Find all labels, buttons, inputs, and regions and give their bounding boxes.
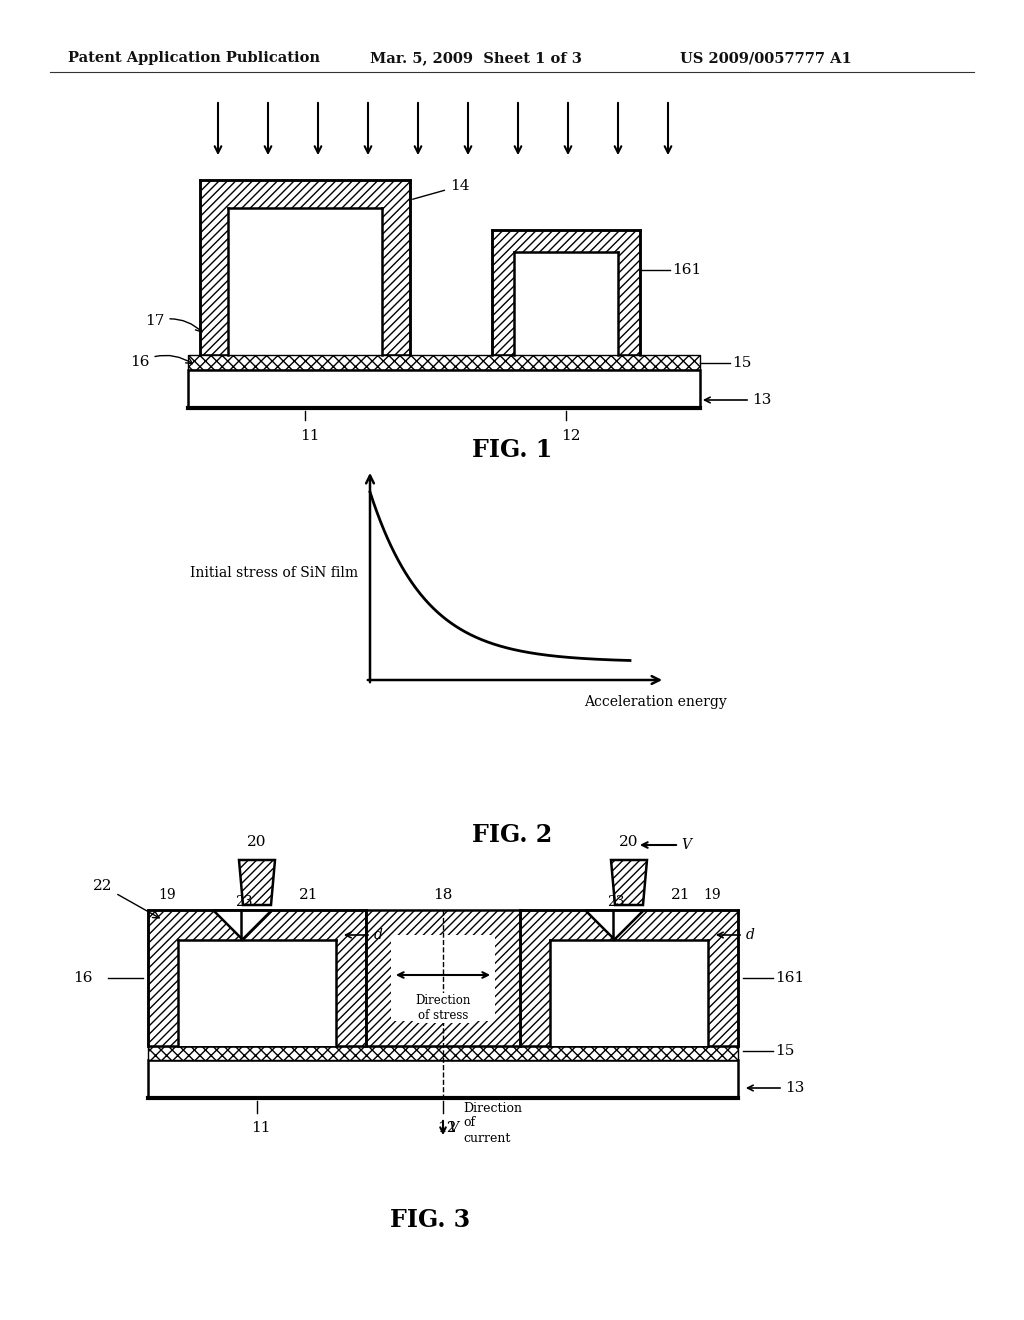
Bar [550, 940, 708, 1045]
Text: 161: 161 [672, 263, 701, 277]
Text: 16: 16 [74, 972, 93, 985]
Text: 20: 20 [620, 836, 639, 849]
Text: 13: 13 [785, 1081, 805, 1096]
Polygon shape [213, 909, 243, 940]
Text: 21: 21 [671, 888, 690, 902]
Text: 23: 23 [234, 895, 253, 909]
Bar [178, 940, 336, 1045]
Bar [514, 252, 618, 355]
Text: 11: 11 [300, 429, 319, 444]
Bar [188, 370, 700, 408]
Polygon shape [585, 909, 615, 940]
Text: Acceleration energy: Acceleration energy [584, 696, 726, 709]
Text: 15: 15 [775, 1044, 795, 1059]
Polygon shape [611, 861, 647, 906]
Text: 20: 20 [247, 836, 266, 849]
Text: V: V [449, 1121, 458, 1135]
Bar [391, 935, 495, 1020]
Bar [188, 355, 700, 370]
Text: 12: 12 [561, 429, 581, 444]
Text: 16: 16 [130, 355, 193, 370]
Text: 19: 19 [703, 888, 721, 902]
Bar [492, 230, 640, 355]
Text: 23: 23 [607, 895, 625, 909]
Polygon shape [613, 909, 643, 940]
Text: 19: 19 [158, 888, 176, 902]
Bar [148, 1060, 738, 1098]
Text: 21: 21 [299, 888, 318, 902]
Text: Direction
of stress: Direction of stress [416, 994, 471, 1022]
Text: 12: 12 [437, 1121, 457, 1135]
Text: US 2009/0057777 A1: US 2009/0057777 A1 [680, 51, 852, 65]
Text: 161: 161 [775, 972, 804, 985]
Text: Mar. 5, 2009  Sheet 1 of 3: Mar. 5, 2009 Sheet 1 of 3 [370, 51, 582, 65]
Text: 13: 13 [752, 393, 771, 407]
Text: FIG. 3: FIG. 3 [390, 1208, 470, 1232]
Text: d: d [374, 928, 383, 942]
Polygon shape [239, 861, 275, 906]
Text: d: d [746, 928, 755, 942]
Text: V: V [681, 838, 691, 851]
Bar [520, 909, 738, 1045]
Text: Initial stress of SiN film: Initial stress of SiN film [189, 566, 358, 579]
Text: Patent Application Publication: Patent Application Publication [68, 51, 319, 65]
Bar [148, 909, 366, 1045]
Text: FIG. 1: FIG. 1 [472, 438, 552, 462]
Bar [228, 209, 382, 355]
Text: 17: 17 [145, 314, 202, 331]
Bar [200, 180, 410, 355]
Text: 22: 22 [93, 879, 159, 917]
Text: 11: 11 [251, 1121, 270, 1135]
Text: Direction
of
current: Direction of current [463, 1101, 522, 1144]
Text: FIG. 2: FIG. 2 [472, 822, 552, 847]
Text: 15: 15 [732, 356, 752, 370]
Polygon shape [241, 909, 271, 940]
Bar [366, 909, 520, 1045]
Bar [148, 1045, 738, 1060]
Text: 18: 18 [433, 888, 453, 902]
Text: 14: 14 [413, 180, 469, 199]
